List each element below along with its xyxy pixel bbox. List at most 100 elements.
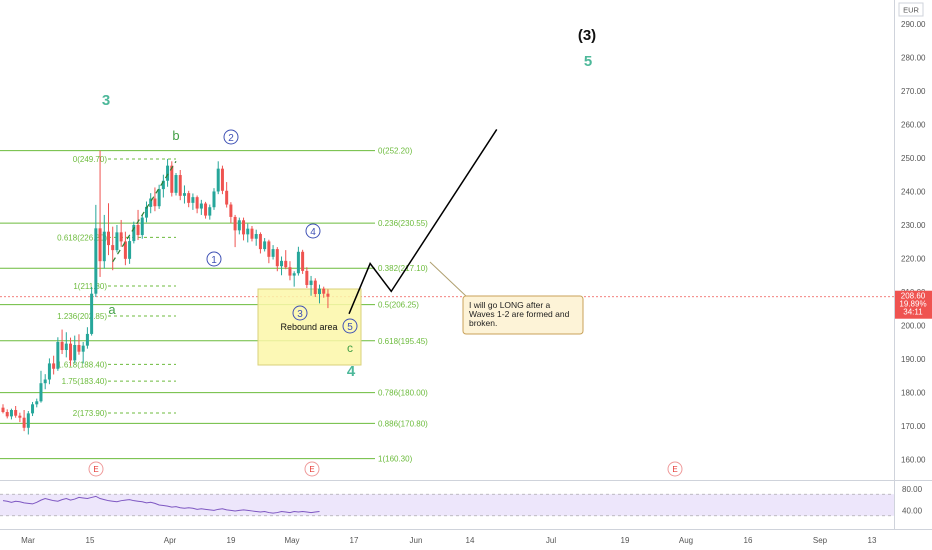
candle-body	[271, 249, 275, 257]
axis-layer: 80.0040.00EUR290.00280.00270.00260.00250…	[21, 2, 932, 545]
candle-body	[199, 203, 203, 209]
candle-body	[174, 175, 178, 193]
fib-right-label: 0.236(230.55)	[378, 219, 428, 228]
candle-body	[9, 410, 13, 417]
fib-left-label: 1.618(188.40)	[57, 360, 107, 369]
fib-left-label: 1.75(183.40)	[62, 377, 108, 386]
time-tick-label: 13	[868, 536, 877, 545]
fib-left-label: 1(211.80)	[73, 282, 107, 291]
fib-right-label: 0.786(180.00)	[378, 389, 428, 398]
time-tick-label: 15	[86, 536, 95, 545]
wave-circle-w5c	[342, 318, 358, 334]
candle-body	[128, 241, 132, 259]
candle-body	[216, 168, 220, 192]
candle-body	[296, 251, 300, 274]
candle-body	[43, 379, 47, 384]
candle-body	[288, 267, 292, 276]
earnings-marker	[304, 461, 320, 477]
candle-body	[5, 412, 9, 417]
earnings-marker-label: E	[93, 465, 98, 474]
candle-body	[132, 224, 136, 242]
candle-body	[305, 270, 309, 285]
wave-label-w5c: 5	[347, 322, 353, 333]
price-tick-label: 170.00	[901, 422, 926, 431]
candle-body	[254, 234, 258, 239]
price-tick-label: 160.00	[901, 456, 926, 465]
candle-body	[153, 198, 157, 207]
candle-body	[182, 193, 186, 196]
candle-body	[292, 273, 296, 276]
rebound-area-box	[257, 288, 362, 366]
price-tick-label: 280.00	[901, 53, 926, 62]
candle-body	[85, 333, 89, 346]
wave-label-w2: 2	[228, 133, 234, 144]
price-tick-label: 230.00	[901, 221, 926, 230]
candle-body	[187, 193, 191, 203]
candle-body	[56, 341, 60, 369]
candle-body	[212, 191, 216, 208]
wave-label-w5_green: 5	[584, 53, 592, 70]
last-price-countdown: 34:11	[903, 308, 923, 317]
currency-box	[898, 2, 924, 17]
price-tick-label: 250.00	[901, 154, 926, 163]
candle-body	[326, 293, 330, 297]
candles-layer	[1, 150, 330, 435]
wave-label-w3c: 3	[297, 309, 303, 320]
earnings-marker-label: E	[672, 465, 677, 474]
wave-circle-w1	[206, 251, 222, 267]
time-tick-label: May	[284, 536, 299, 545]
wave-label-w4_green: 4	[347, 363, 356, 380]
price-tick-label: 240.00	[901, 187, 926, 196]
candle-body	[73, 344, 77, 361]
candle-body	[149, 198, 153, 207]
candle-body	[102, 231, 106, 262]
candle-body	[178, 175, 182, 196]
candle-body	[39, 383, 43, 402]
fib-right-label: 0.886(170.80)	[378, 419, 428, 428]
candle-body	[98, 228, 102, 262]
candle-body	[136, 224, 140, 236]
price-tick-label: 270.00	[901, 87, 926, 96]
wave-label-w1: 1	[211, 255, 217, 266]
fib-left-label: 0(249.70)	[73, 155, 108, 164]
wave-label-w3_green: 3	[102, 92, 110, 109]
candle-body	[119, 232, 123, 242]
note-text-line: broken.	[469, 318, 497, 328]
candle-body	[140, 217, 144, 236]
fib-left-label: 1.236(202.85)	[57, 312, 107, 321]
price-tick-label: 190.00	[901, 355, 926, 364]
candle-body	[280, 260, 284, 267]
candle-body	[31, 404, 35, 414]
candle-body	[26, 413, 30, 428]
candle-body	[69, 343, 73, 361]
time-tick-label: 19	[621, 536, 630, 545]
candle-body	[229, 204, 233, 217]
time-tick-label: Mar	[21, 536, 35, 545]
note-text-line: Waves 1-2 are formed and	[469, 309, 570, 319]
candle-body	[237, 220, 241, 231]
rebound-area-label: Rebound area	[280, 322, 337, 332]
earnings-marker	[88, 461, 104, 477]
candle-body	[263, 241, 267, 250]
candle-body	[195, 197, 199, 209]
wave-labels-layer: (3) 5 3 b a c 4 2 1 4 3 5 Rebound area	[102, 27, 596, 380]
fib-left-label: 0.618(226.30)	[57, 233, 107, 242]
candle-body	[47, 363, 51, 380]
price-tick-label: 220.00	[901, 255, 926, 264]
candle-body	[77, 344, 81, 352]
time-tick-label: Sep	[813, 536, 828, 545]
wave-circle-w3c	[292, 305, 308, 321]
rsi-tick-label: 40.00	[902, 506, 923, 515]
price-tick-label: 290.00	[901, 20, 926, 29]
time-tick-label: 17	[350, 536, 359, 545]
last-price-change: 19.89%	[899, 300, 926, 309]
candle-body	[94, 228, 98, 294]
candle-body	[284, 260, 288, 268]
candle-body	[309, 280, 313, 285]
time-tick-label: 19	[227, 536, 236, 545]
note-pointer	[429, 261, 468, 298]
candle-body	[166, 165, 170, 181]
wave-label-wa: a	[108, 302, 116, 317]
rsi-layer	[2, 495, 320, 514]
